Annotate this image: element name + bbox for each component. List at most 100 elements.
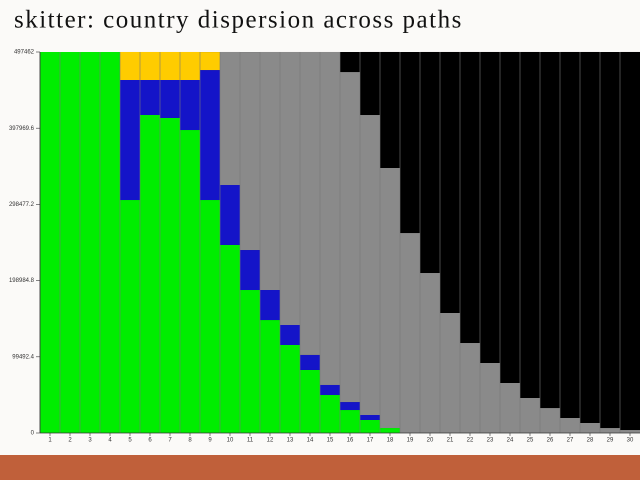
segment (600, 428, 620, 433)
segment (100, 52, 120, 433)
segment (220, 185, 240, 245)
x-tick-label: 24 (507, 438, 514, 444)
segment (360, 51, 380, 116)
x-tick-label: 15 (327, 438, 334, 444)
x-tick-label: 7 (168, 438, 172, 444)
segment (120, 80, 140, 201)
x-tick-label: 13 (287, 438, 294, 444)
segment (240, 250, 260, 291)
y-tick-label: 198984.8 (9, 278, 35, 284)
x-tick-label: 16 (347, 438, 354, 444)
segment (460, 343, 480, 433)
segment (140, 115, 160, 433)
segment (180, 51, 200, 81)
segment (320, 51, 340, 385)
x-tick-label: 26 (547, 438, 554, 444)
segment (460, 51, 480, 344)
segment (360, 419, 380, 433)
segment (180, 130, 200, 434)
segment (520, 397, 540, 433)
segment (500, 51, 520, 383)
segment (420, 51, 440, 274)
segment (80, 52, 100, 433)
segment (540, 52, 560, 409)
segment (260, 51, 280, 291)
segment (340, 52, 360, 73)
y-tick-label: 397969.6 (9, 126, 35, 132)
x-tick-label: 1 (48, 438, 52, 444)
segment (340, 410, 360, 433)
segment (40, 52, 60, 433)
y-tick-label: 298477.2 (9, 202, 35, 208)
segment (300, 369, 320, 433)
segment (200, 52, 220, 71)
segment (540, 408, 560, 433)
segment (140, 51, 160, 81)
segment (240, 290, 260, 433)
segment (180, 80, 200, 131)
segment (260, 290, 280, 321)
segment (420, 273, 440, 433)
segment (580, 422, 600, 433)
segment (260, 320, 280, 433)
segment (120, 51, 140, 81)
x-tick-label: 20 (427, 438, 434, 444)
segment (140, 80, 160, 116)
x-tick-label: 19 (407, 438, 414, 444)
x-tick-label: 2 (68, 438, 72, 444)
segment (480, 362, 500, 433)
segment (300, 354, 320, 370)
segment (120, 200, 140, 433)
x-tick-label: 28 (587, 438, 594, 444)
x-tick-label: 18 (387, 438, 394, 444)
x-tick-label: 9 (208, 438, 212, 444)
x-tick-label: 5 (128, 438, 132, 444)
segment (380, 51, 400, 169)
segment (500, 382, 520, 433)
x-tick-label: 17 (367, 438, 374, 444)
segment (360, 115, 380, 416)
segment (400, 52, 420, 234)
x-tick-label: 11 (247, 438, 254, 444)
segment (520, 51, 540, 398)
x-tick-label: 22 (467, 438, 474, 444)
segment (220, 244, 240, 433)
segment (320, 395, 340, 433)
segment (160, 51, 180, 81)
x-tick-label: 6 (148, 438, 152, 444)
segment (380, 168, 400, 429)
footer-band (0, 455, 640, 480)
segment (280, 344, 300, 433)
x-tick-label: 10 (227, 438, 234, 444)
segment (160, 80, 180, 118)
segment (480, 51, 500, 363)
x-tick-label: 21 (447, 438, 454, 444)
x-tick-label: 14 (307, 438, 314, 444)
slide-title: skitter: country dispersion across paths (14, 7, 463, 34)
segment (560, 51, 580, 418)
segment (160, 117, 180, 433)
x-tick-label: 25 (527, 438, 534, 444)
y-tick-label: 0 (31, 431, 35, 437)
y-tick-label: 497462 (14, 50, 35, 56)
segment (200, 70, 220, 201)
segment (360, 415, 380, 420)
segment (620, 51, 640, 431)
segment (280, 325, 300, 345)
segment (340, 72, 360, 403)
segment (400, 233, 420, 433)
segment (280, 51, 300, 326)
segment (440, 312, 460, 433)
segment (300, 51, 320, 355)
x-tick-label: 4 (108, 438, 112, 444)
segment (220, 51, 240, 186)
segment (340, 402, 360, 411)
y-tick-label: 99492.4 (12, 354, 34, 360)
segment (320, 384, 340, 396)
x-tick-label: 23 (487, 438, 494, 444)
segment (560, 417, 580, 433)
segment (60, 52, 80, 433)
x-tick-label: 8 (188, 438, 192, 444)
segment (580, 51, 600, 423)
